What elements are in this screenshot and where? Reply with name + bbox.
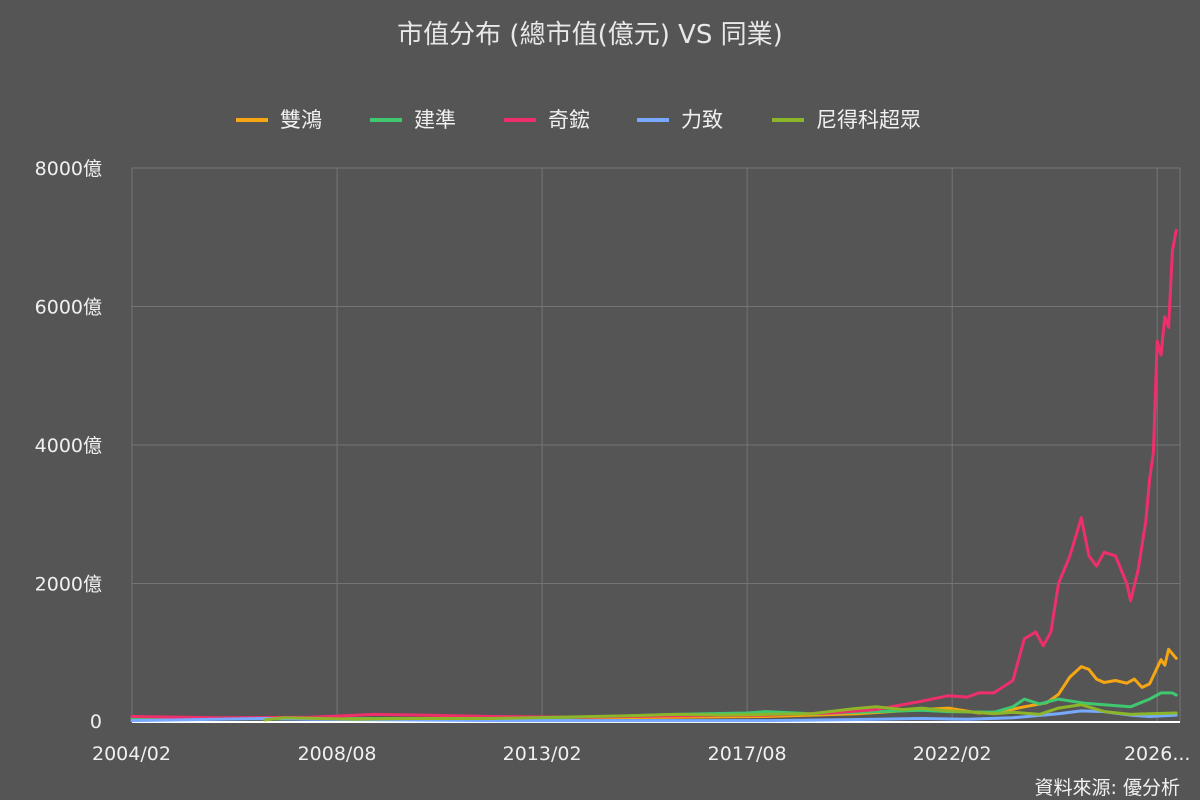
x-tick-label: 2017/08: [708, 743, 787, 765]
legend-item: 尼得科超眾: [772, 108, 921, 132]
legend-label: 雙鴻: [280, 108, 322, 132]
y-tick-label: 6000億: [35, 297, 102, 319]
legend-item: 力致: [637, 108, 723, 132]
legend-label: 建準: [414, 108, 456, 132]
legend-item: 奇鋐: [504, 108, 590, 132]
y-tick-label: 8000億: [35, 158, 102, 180]
legend-label: 力致: [681, 108, 723, 132]
axes: 0 2000億 4000億 6000億 8000億 2004/02 2008/08 2013/…: [35, 158, 1191, 765]
x-tick-label: 2008/08: [298, 743, 377, 765]
y-tick-label: 0: [90, 711, 102, 733]
x-tick-label: 2013/02: [503, 743, 582, 765]
legend: 雙鴻 建準 奇鋐 力致 尼得科超眾: [236, 108, 921, 132]
y-tick-label: 4000億: [35, 435, 102, 457]
chart-title: 市值分布 (總市值(億元) VS 同業): [397, 20, 783, 50]
source-note: 資料來源: 優分析: [1035, 777, 1180, 799]
series-layer: [130, 228, 1178, 723]
x-tick-label: 2022/02: [913, 743, 992, 765]
y-tick-label: 2000億: [35, 574, 102, 596]
x-tick-label: 2026...: [1124, 743, 1190, 765]
grid: [131, 167, 1181, 722]
legend-item: 建準: [370, 108, 456, 132]
series-line-4: [263, 703, 1178, 722]
legend-label: 奇鋐: [548, 108, 590, 132]
series-line-2: [130, 228, 1178, 720]
legend-label: 尼得科超眾: [816, 108, 921, 132]
legend-item: 雙鴻: [236, 108, 322, 132]
x-tick-label: 2004/02: [92, 743, 171, 765]
